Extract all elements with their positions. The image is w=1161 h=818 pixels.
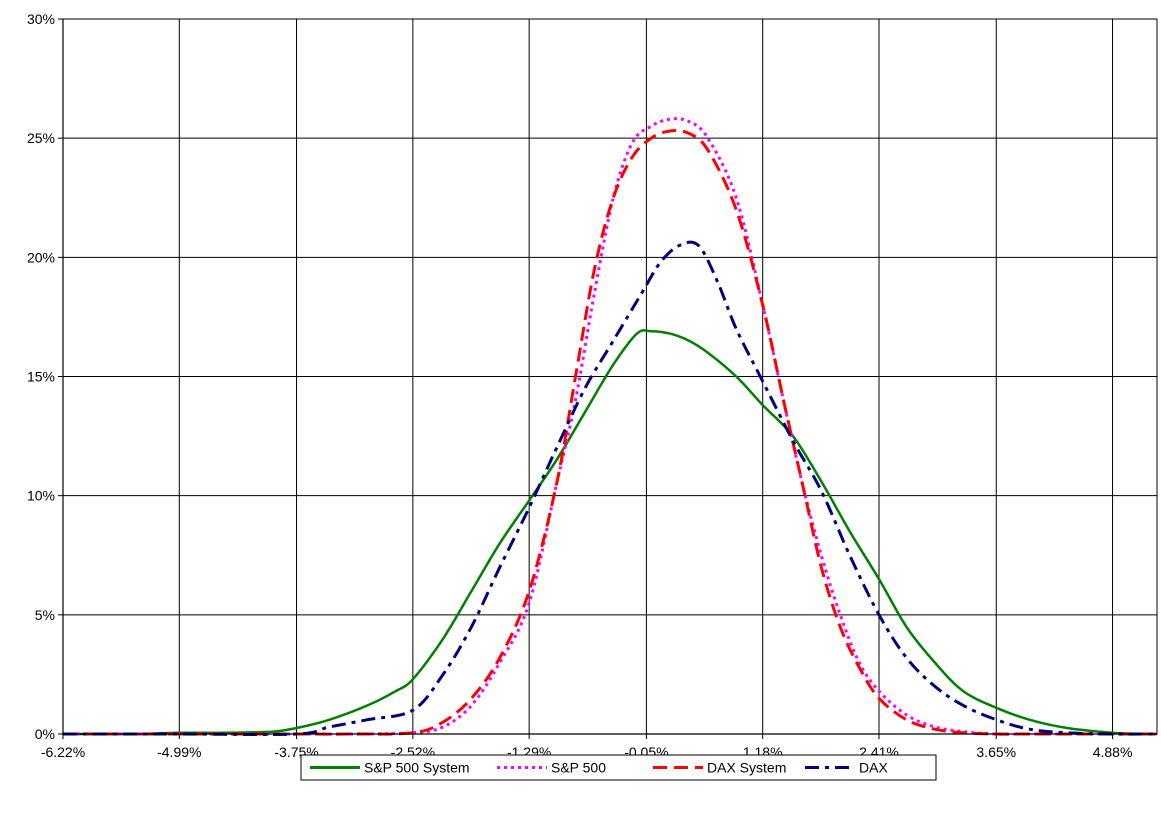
x-tick-label: -4.99% xyxy=(157,744,201,760)
legend-box xyxy=(300,754,937,781)
x-tick-label: 4.88% xyxy=(1093,744,1133,760)
y-tick-label: 25% xyxy=(27,130,55,146)
x-tick-label: -6.22% xyxy=(41,744,85,760)
dax-system-line xyxy=(63,129,1157,736)
y-tick-label: 10% xyxy=(27,488,55,504)
sp500-system-line xyxy=(62,329,1158,736)
legend: S&P 500 System S&P 500 DAX System DAX xyxy=(300,754,937,781)
grid xyxy=(62,18,1158,735)
sp500-line xyxy=(63,117,1157,736)
y-tick-label: 20% xyxy=(27,249,55,265)
axes: 0%5%10%15%20%25%30%-6.22% -4.99% -3.75% -2.… xyxy=(27,11,1157,760)
legend-label-sp500: S&P 500 xyxy=(551,760,606,776)
series-lines xyxy=(62,117,1158,737)
dax-line xyxy=(63,240,1158,737)
y-tick-label: 5% xyxy=(35,607,55,623)
y-tick-label: 0% xyxy=(35,726,55,742)
x-tick-label: 3.65% xyxy=(976,744,1016,760)
legend-label-dax: DAX xyxy=(859,760,888,776)
y-tick-label: 15% xyxy=(27,369,55,385)
legend-label-dax-system: DAX System xyxy=(707,760,786,776)
legend-label-sp500-system: S&P 500 System xyxy=(364,760,470,776)
y-tick-label: 30% xyxy=(27,11,55,27)
